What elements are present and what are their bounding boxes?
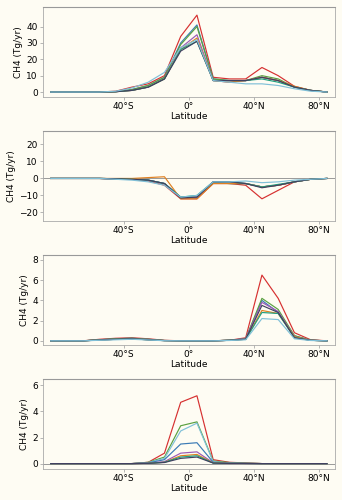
Y-axis label: CH4 (Tg/yr): CH4 (Tg/yr)	[20, 274, 29, 326]
X-axis label: Latitude: Latitude	[170, 236, 208, 245]
Y-axis label: CH4 (Tg/yr): CH4 (Tg/yr)	[20, 398, 29, 450]
Y-axis label: CH4 (Tg/yr): CH4 (Tg/yr)	[7, 150, 16, 202]
X-axis label: Latitude: Latitude	[170, 360, 208, 369]
X-axis label: Latitude: Latitude	[170, 484, 208, 493]
Y-axis label: CH4 (Tg/yr): CH4 (Tg/yr)	[14, 26, 24, 78]
X-axis label: Latitude: Latitude	[170, 112, 208, 121]
